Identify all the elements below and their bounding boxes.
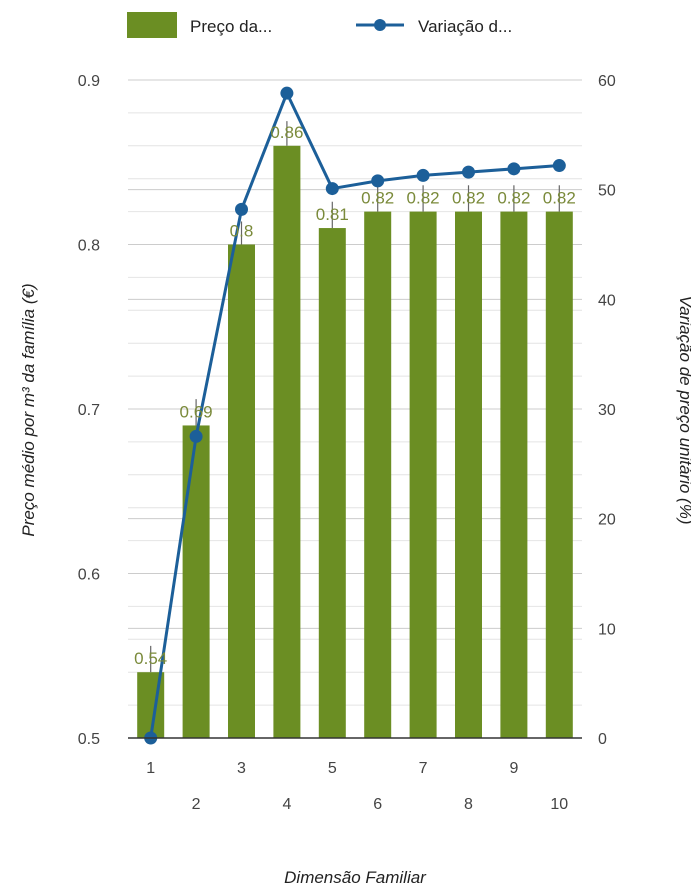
y-tick-label-left-3: 0.8: [78, 238, 100, 255]
y-tick-label-left-2: 0.7: [78, 402, 100, 419]
y-tick-label-right-1: 10: [598, 621, 616, 638]
line-point-7: [416, 168, 430, 182]
bar-8: [455, 211, 482, 739]
x-axis-title: Dimensão Familiar: [284, 868, 427, 887]
data-label-9: 0.82: [497, 189, 530, 208]
bar-2: [182, 425, 210, 738]
bar-9: [500, 211, 528, 739]
y-tick-label-right-0: 0: [598, 731, 607, 748]
line-point-2: [189, 429, 203, 443]
x-tick-label-8: 8: [464, 796, 473, 813]
line-point-6: [371, 174, 385, 188]
y-tick-label-right-3: 30: [598, 402, 616, 419]
data-label-4: 0.86: [270, 123, 303, 142]
y-tick-label-right-6: 60: [598, 73, 616, 90]
legend-swatch-bar[interactable]: [127, 12, 177, 38]
y-axis-title-right: Variação de preço unitário (%): [676, 296, 691, 525]
data-label-6: 0.82: [361, 189, 394, 208]
line-point-10: [552, 159, 566, 173]
bar-3: [228, 244, 255, 738]
data-label-8: 0.82: [452, 189, 485, 208]
bar-5: [318, 228, 346, 739]
x-tick-label-6: 6: [373, 796, 382, 813]
line-point-4: [280, 86, 294, 100]
x-tick-label-9: 9: [509, 760, 518, 777]
y-tick-label-left-0: 0.5: [78, 731, 100, 748]
line-point-8: [462, 165, 475, 179]
line-point-5: [325, 182, 339, 196]
data-label-1: 0.54: [134, 649, 167, 668]
y-tick-label-right-5: 50: [598, 183, 616, 200]
data-label-3: 0.8: [230, 222, 254, 241]
x-tick-label-7: 7: [419, 760, 428, 777]
bar-7: [409, 211, 437, 739]
bars: [137, 145, 573, 739]
legend-label-bar[interactable]: Preço da...: [190, 17, 272, 36]
y-tick-label-right-4: 40: [598, 292, 616, 309]
line-series: [144, 86, 566, 745]
x-tick-label-10: 10: [550, 796, 568, 813]
data-label-5: 0.81: [316, 205, 349, 224]
y-tick-label-right-2: 20: [598, 512, 616, 529]
bar-10: [545, 211, 573, 739]
x-tick-label-1: 1: [146, 760, 155, 777]
y-tick-label-left-4: 0.9: [78, 73, 100, 90]
bar-6: [364, 211, 392, 739]
data-label-7: 0.82: [407, 189, 440, 208]
line-point-9: [507, 162, 521, 176]
y-axis-title-left: Preço médio por m³ da família (€): [19, 283, 38, 536]
legend-swatch-dot[interactable]: [374, 19, 386, 31]
legend-label-line[interactable]: Variação d...: [418, 17, 512, 36]
line-point-3: [235, 202, 248, 216]
data-labels: 0.54 0.69 0.8 0.86 0.81 0.82 0.82 0.82 0.82 0.82: [134, 123, 576, 668]
legend[interactable]: Preço da... Variação d...: [127, 12, 512, 38]
bar-4: [273, 145, 301, 739]
y-tick-label-left-1: 0.6: [78, 567, 100, 584]
x-tick-label-2: 2: [192, 796, 201, 813]
data-label-10: 0.82: [543, 189, 576, 208]
x-tick-label-4: 4: [282, 796, 291, 813]
error-bars: [150, 121, 560, 673]
data-label-2: 0.69: [180, 402, 213, 421]
axes: 0.5 0.6 0.7 0.8 0.9 0 10 20 30 40 50 60 1 2 3 4 5 6 7 8 9 10: [78, 73, 616, 813]
line-path: [149, 91, 560, 739]
x-tick-label-5: 5: [328, 760, 337, 777]
x-tick-label-3: 3: [237, 760, 246, 777]
